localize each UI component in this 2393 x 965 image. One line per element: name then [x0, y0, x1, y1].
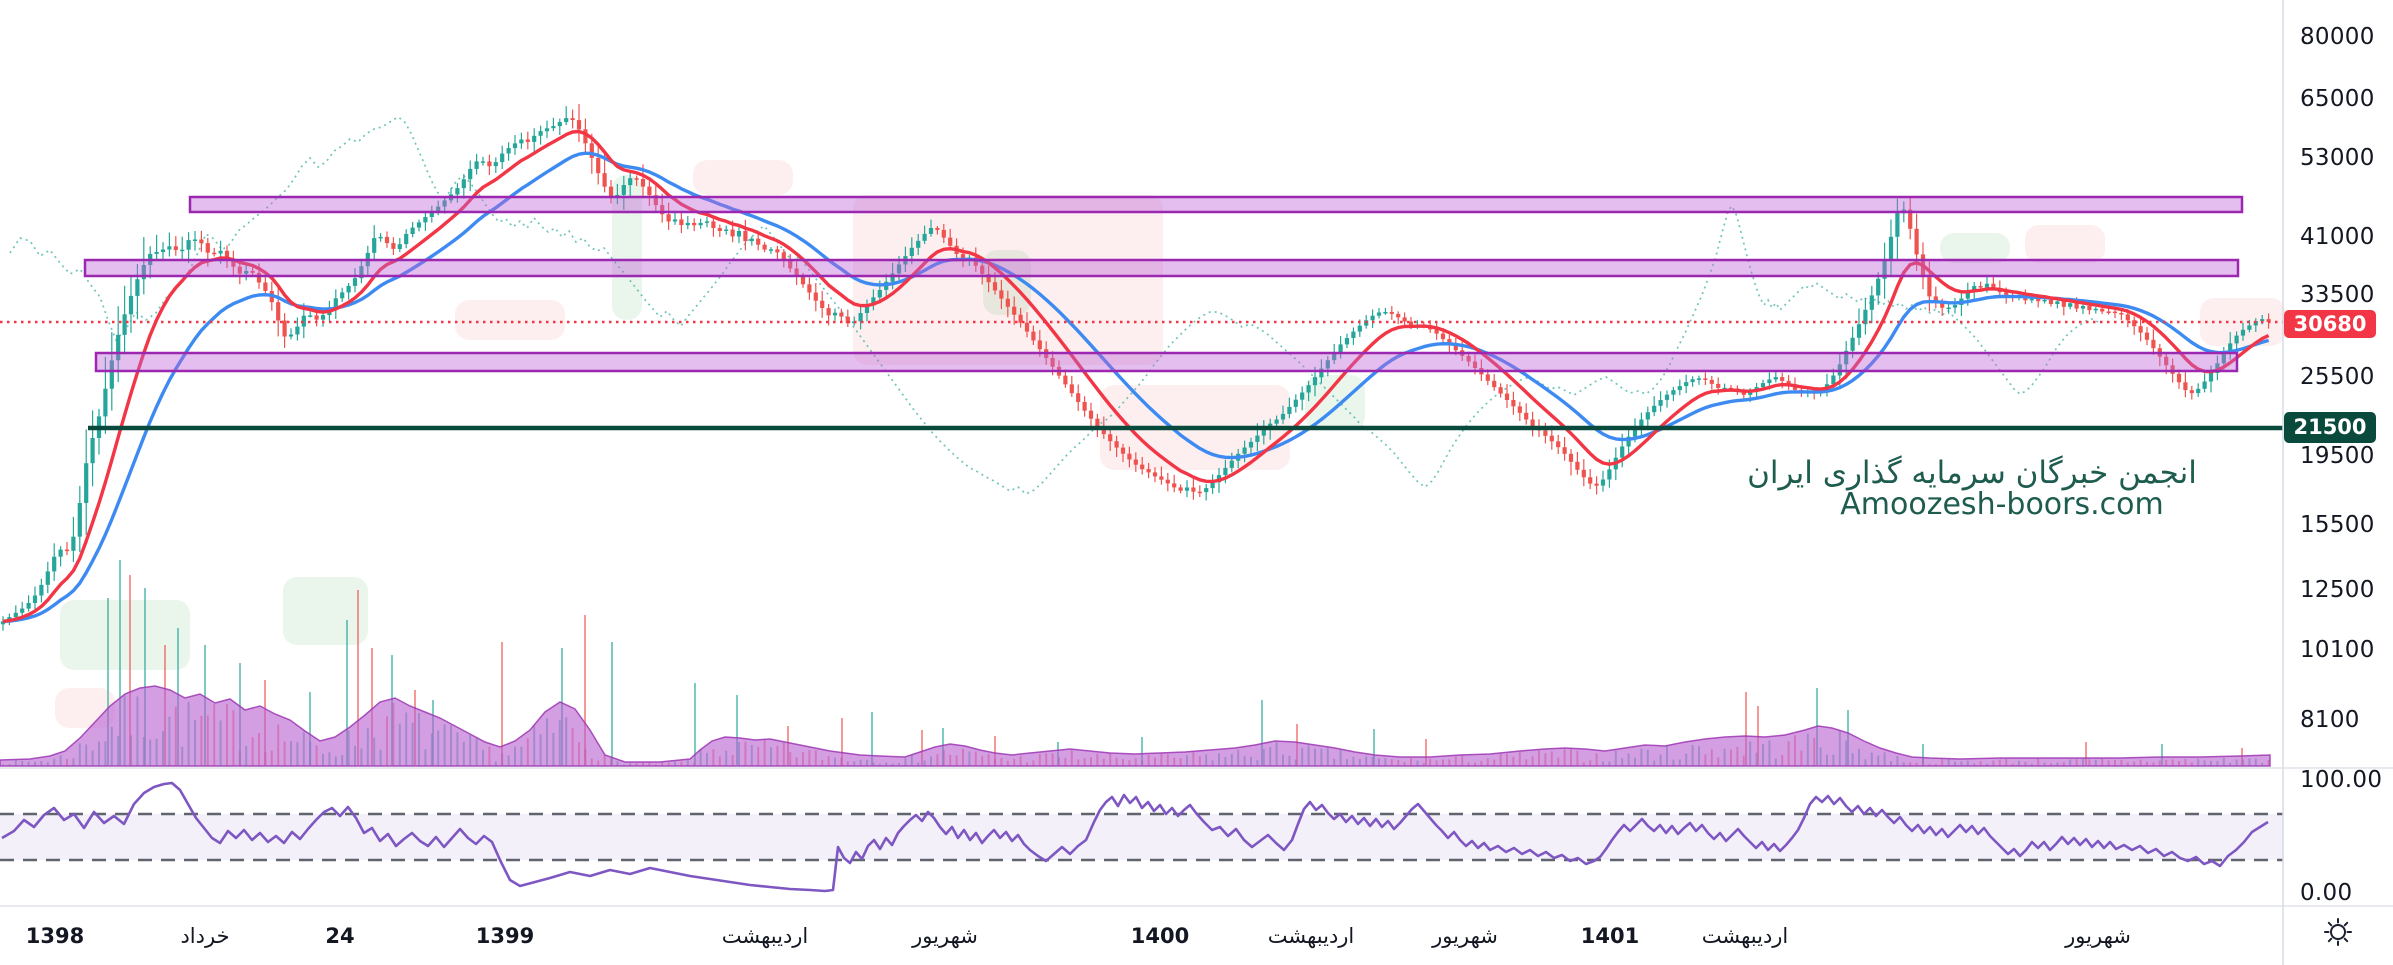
x-axis-tick: اردیبهشت	[721, 923, 809, 948]
candles	[0, 104, 2271, 631]
y-axis-tick: 33500	[2300, 282, 2375, 308]
x-axis-tick: 1401	[1580, 923, 1640, 948]
x-axis-tick: 1400	[1130, 923, 1190, 948]
y-axis-tick: 65000	[2300, 86, 2375, 112]
y-axis-tick: 25500	[2300, 364, 2375, 390]
x-axis-tick: 1398	[25, 923, 85, 948]
y-axis-tick: 8100	[2300, 707, 2360, 733]
settings-button[interactable]	[2318, 912, 2358, 952]
y-axis-tick: 15500	[2300, 512, 2375, 538]
moving-averages	[2, 129, 2270, 623]
supply-demand-zones	[83, 195, 2244, 373]
volume-ma-area	[0, 685, 2271, 767]
y-axis-tick: 10100	[2300, 637, 2375, 663]
y-axis-tick: 12500	[2300, 577, 2375, 603]
x-axis-tick: اردیبهشت	[1701, 923, 1789, 948]
ichimoku-clouds	[55, 160, 2285, 728]
y-axis-tick: 19500	[2300, 443, 2375, 469]
y-axis-tick: 80000	[2300, 24, 2375, 50]
y-axis-tick: 0.00	[2300, 880, 2353, 906]
support-price-label: 21500	[2284, 412, 2376, 443]
x-axis-tick: خرداد	[180, 923, 230, 948]
chikou-line	[9, 115, 2099, 496]
y-axis-tick: 53000	[2300, 145, 2375, 171]
x-axis-tick: شهریور	[912, 923, 978, 948]
y-axis-tick: 100.00	[2300, 767, 2383, 793]
x-axis-tick: اردیبهشت	[1267, 923, 1355, 948]
x-axis-tick: 24	[325, 923, 355, 948]
gear-icon	[2324, 918, 2352, 946]
time-axis[interactable]: 1398 خرداد 24 1399 اردیبهشت شهریور 1400 اردیبهش…	[0, 906, 2283, 965]
x-axis-tick: 1399	[475, 923, 535, 948]
x-axis-tick: شهریور	[2065, 923, 2131, 948]
x-axis-tick: شهریور	[1432, 923, 1498, 948]
rsi-pane	[0, 781, 2283, 893]
price-axis[interactable]: 80000 65000 53000 41000 33500 25500 19500 15500…	[2283, 0, 2393, 906]
price-lines	[0, 320, 2283, 431]
y-axis-tick: 41000	[2300, 224, 2375, 250]
current-price-label: 30680	[2284, 310, 2376, 338]
